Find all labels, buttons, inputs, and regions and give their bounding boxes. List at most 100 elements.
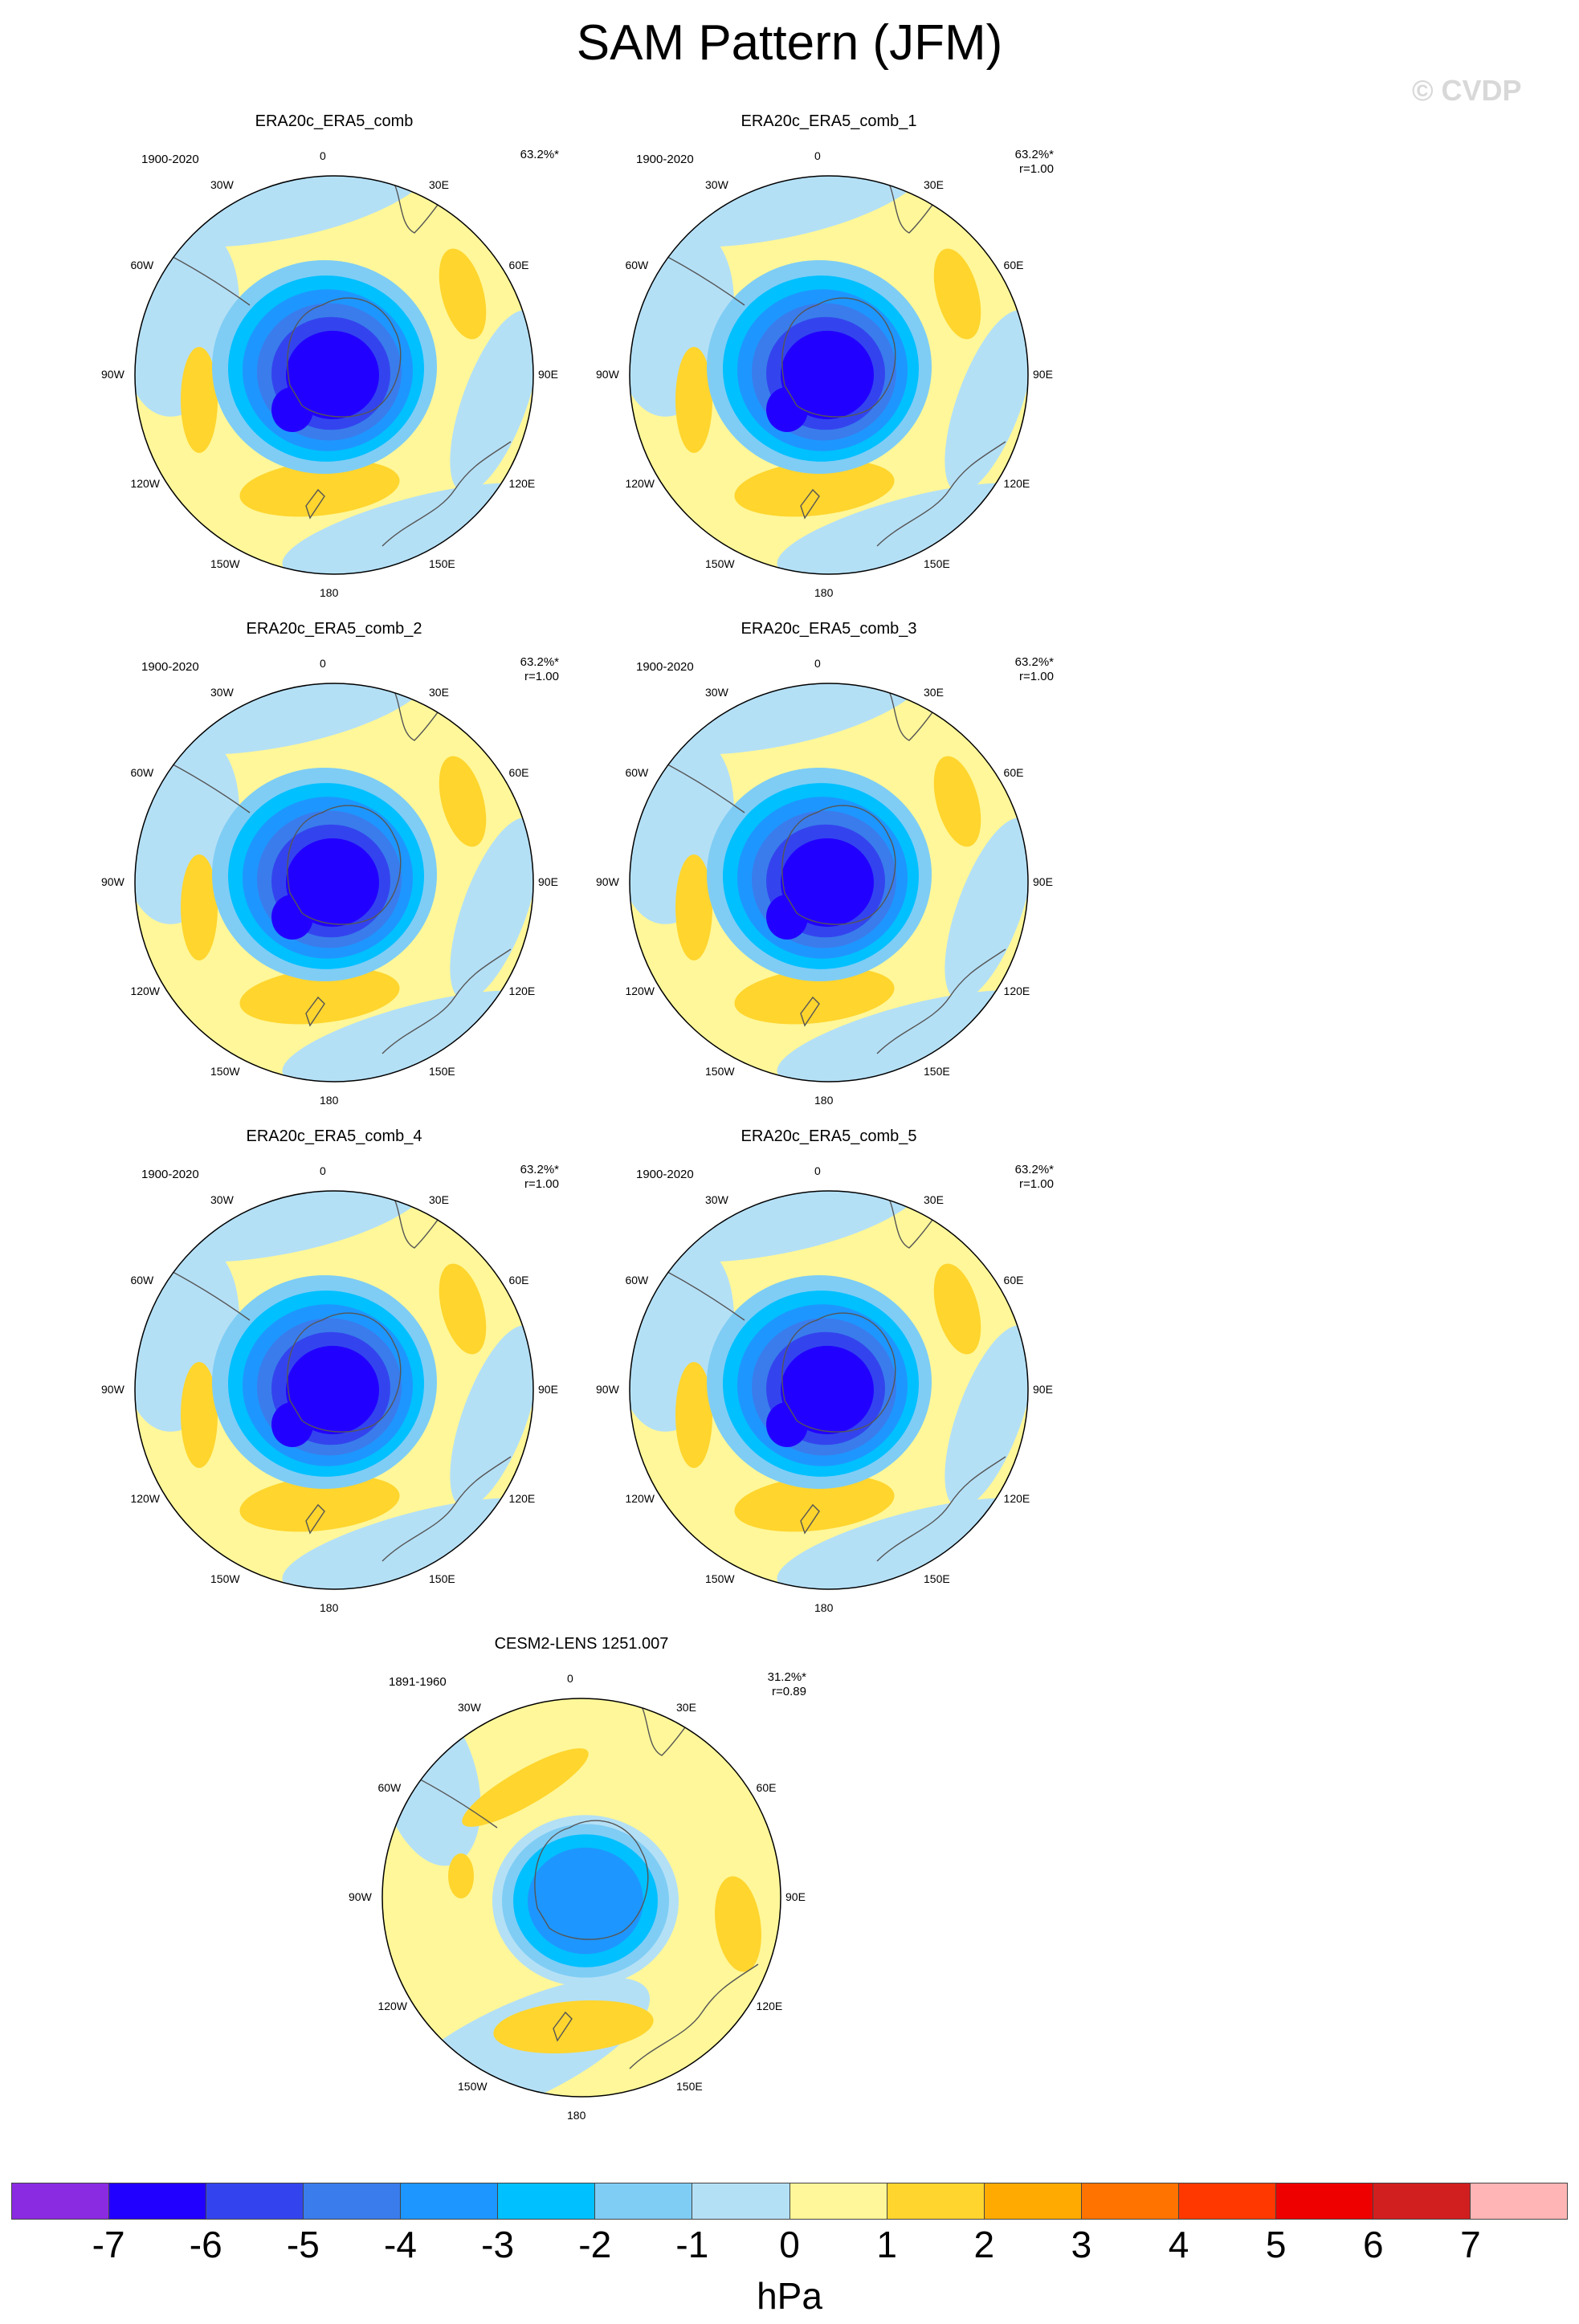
map-panel: ERA20c_ERA5_comb_2 1900-2020 63.2%* r=1.00 0…: [101, 620, 720, 1118]
colorbar-tick-label: 6: [1362, 2224, 1384, 2265]
longitude-label: 180: [320, 1601, 339, 1614]
longitude-label: 90W: [349, 1890, 372, 1903]
map-border: [134, 1190, 534, 1590]
explained-variance: 63.2%*: [1014, 1163, 1054, 1176]
longitude-label: 90W: [596, 368, 619, 381]
colorbar-swatch: [1470, 2183, 1568, 2220]
longitude-label: 30W: [210, 1193, 234, 1207]
pattern-correlation: r=0.89: [772, 1685, 806, 1698]
longitude-label: 150E: [429, 1572, 455, 1585]
pattern-correlation: r=1.00: [524, 670, 559, 683]
colorbar-swatch: [1275, 2183, 1373, 2220]
longitude-label: 120W: [625, 985, 655, 997]
longitude-label: 150E: [429, 1064, 455, 1078]
longitude-label: 120E: [508, 1492, 536, 1505]
new-zealand-coast: [800, 996, 820, 1027]
longitude-label: 0: [814, 149, 821, 162]
colorbar-swatch: [1373, 2183, 1471, 2220]
longitude-label: 90W: [101, 1383, 124, 1396]
antarctica-coast: [534, 1820, 649, 1940]
longitude-label: 120E: [508, 477, 536, 490]
longitude-label: 150W: [210, 1064, 240, 1078]
map-border: [629, 683, 1029, 1082]
explained-variance: 31.2%*: [767, 1670, 806, 1684]
panel-period: 1900-2020: [636, 153, 694, 166]
colorbar-tick-label: 0: [779, 2224, 800, 2265]
field-negative-6-7: [271, 895, 313, 940]
polar-map: [629, 1190, 1029, 1590]
map-border: [381, 1698, 781, 2098]
longitude-label: 60W: [130, 1274, 154, 1286]
field-negative-0-1: [282, 990, 533, 1082]
longitude-label: 0: [320, 657, 326, 670]
map-panel: CESM2-LENS 1251.007 1891-1960 31.2%* r=0.89…: [349, 1635, 967, 2133]
longitude-label: 180: [567, 2109, 586, 2122]
longitude-label: 150W: [705, 557, 735, 570]
panel-title: ERA20c_ERA5_comb_2: [246, 620, 422, 638]
longitude-label: 150E: [924, 557, 950, 570]
colorbar-tick-label: -5: [286, 2224, 320, 2265]
longitude-label: 120E: [756, 2000, 783, 2012]
colorbar-tick-label: -6: [189, 2224, 222, 2265]
new-zealand-coast: [800, 1503, 820, 1535]
colorbar-tick-label: 5: [1265, 2224, 1287, 2265]
field-negative-6-7: [766, 387, 808, 432]
new-zealand-coast: [305, 488, 325, 520]
field-negative-6-7: [766, 1402, 808, 1447]
map-border: [629, 175, 1029, 575]
colorbar-tick-label: 2: [973, 2224, 995, 2265]
colorbar-tick-label: -2: [578, 2224, 612, 2265]
polar-map: [629, 175, 1029, 575]
colorbar-swatch: [595, 2183, 693, 2220]
field-positive-1-2: [181, 1362, 218, 1468]
longitude-label: 90W: [596, 875, 619, 888]
longitude-label: 180: [814, 586, 834, 599]
field-positive-1-2: [439, 756, 487, 847]
longitude-label: 120W: [130, 1492, 161, 1505]
field-positive-1-2: [448, 1853, 474, 1898]
panel-title: ERA20c_ERA5_comb_1: [741, 112, 917, 130]
colorbar-tick-label: 1: [876, 2224, 897, 2265]
australia-coast: [629, 1963, 759, 2069]
explained-variance: 63.2%*: [520, 148, 559, 161]
map-border: [629, 1190, 1029, 1590]
longitude-label: 30W: [210, 178, 234, 192]
longitude-label: 90E: [538, 368, 558, 381]
colorbar-swatch: [206, 2183, 304, 2220]
longitude-label: 60E: [1003, 766, 1024, 779]
polar-map: [134, 1190, 534, 1590]
field-negative-0-1: [282, 483, 533, 574]
longitude-label: 30W: [705, 686, 728, 699]
panel-title: ERA20c_ERA5_comb_3: [741, 620, 917, 638]
longitude-label: 90W: [101, 368, 124, 381]
longitude-label: 150W: [705, 1572, 735, 1585]
polar-map: [629, 683, 1029, 1082]
panel-stats: 63.2%* r=1.00: [957, 1163, 1054, 1192]
longitude-label: 150W: [210, 557, 240, 570]
explained-variance: 63.2%*: [1014, 655, 1054, 669]
map-border: [134, 175, 534, 575]
longitude-label: 150W: [210, 1572, 240, 1585]
colorbar-units: hPa: [757, 2275, 822, 2317]
field-negative-0-1: [450, 310, 533, 493]
panel-period: 1900-2020: [141, 660, 199, 674]
field-positive-1-2: [933, 756, 981, 847]
field-positive-1-2: [439, 248, 487, 340]
longitude-label: 60W: [377, 1781, 402, 1794]
longitude-label: 30E: [924, 178, 944, 192]
field-negative-0-1: [450, 817, 533, 1001]
colorbar-swatch: [109, 2183, 207, 2220]
australia-coast: [381, 441, 512, 547]
panel-title: ERA20c_ERA5_comb_4: [246, 1127, 422, 1145]
australia-coast: [876, 948, 1006, 1054]
longitude-label: 60E: [508, 259, 529, 271]
explained-variance: 63.2%*: [1014, 148, 1054, 161]
main-title: SAM Pattern (JFM): [576, 15, 1003, 71]
longitude-label: 150W: [458, 2079, 488, 2093]
longitude-label: 120W: [625, 477, 655, 490]
longitude-label: 90E: [1033, 875, 1053, 888]
field-positive-1-2: [181, 854, 218, 960]
field-positive-1-2: [239, 1474, 400, 1532]
colorbar-swatch: [1081, 2183, 1179, 2220]
panel-stats: 63.2%* r=1.00: [463, 1163, 559, 1192]
